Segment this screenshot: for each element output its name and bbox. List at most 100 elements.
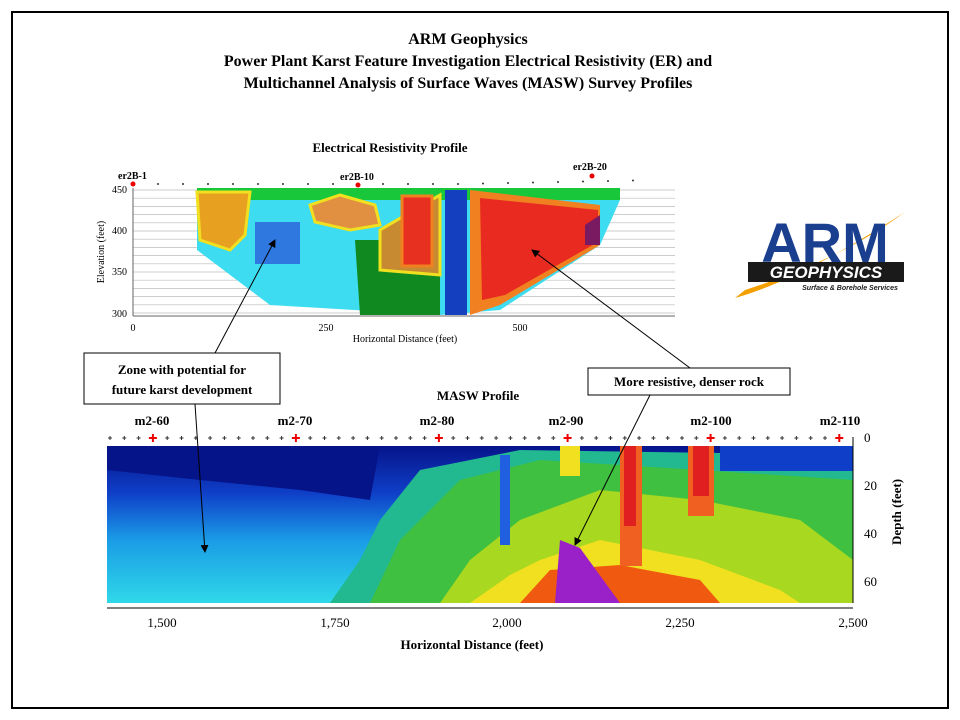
logo: ARM GEOPHYSICS Surface & Borehole Servic… [735,211,905,298]
masw-y-tick: 40 [864,526,877,541]
geophone [694,436,699,440]
geophone [622,436,627,440]
masw-x-tick: 2,000 [492,615,521,630]
geophone [479,436,484,440]
station-dot [589,173,595,179]
masw-station: m2-100 [690,413,731,428]
er-x-label: Horizontal Distance (feet) [353,334,457,345]
electrode [207,183,209,185]
er-y-tick: 300 [112,309,127,320]
electrode [432,183,434,185]
geophone [508,436,513,440]
masw-title: MASW Profile [437,388,519,403]
geophone [651,436,656,440]
er-x-tick: 500 [513,323,528,334]
geophone [394,436,398,440]
geophone [308,436,313,440]
er-station: er2B-20 [573,162,607,173]
electrode [607,180,609,183]
geophone [706,434,715,442]
geophone [351,436,356,440]
geophone [537,436,541,440]
er-y-tick: 400 [112,226,127,237]
masw-x-tick: 1,750 [320,615,349,630]
geophone [751,436,756,440]
geophone [179,436,184,440]
geophone [563,434,572,442]
geophone [765,436,770,440]
geophone [251,436,255,440]
electrode [532,181,534,184]
geophone [279,436,284,440]
geophone [408,436,413,440]
electrode [232,183,234,185]
geophone [737,436,742,440]
geophone [637,436,642,440]
electrode [632,179,634,182]
geophone [835,434,844,442]
masw-y-tick: 20 [864,478,877,493]
masw-station: m2-70 [278,413,313,428]
electrode [457,183,459,185]
electrode [407,183,409,185]
geophone [291,434,300,442]
er-station: er2B-1 [118,171,147,182]
electrode [282,183,284,185]
callout-text: future karst development [112,382,253,397]
electrode [182,183,184,185]
geophone [465,436,470,440]
geophone [148,434,157,442]
electrode [382,183,384,185]
electrode [557,181,559,184]
masw-y-tick: 0 [864,430,871,445]
station-dot [355,182,361,188]
frame [11,11,949,709]
logo-tagline: Surface & Borehole Services [802,285,898,292]
masw-station: m2-60 [135,413,170,428]
logo-sub: GEOPHYSICS [770,263,883,282]
electrode [157,183,159,185]
masw-y-label: Depth (feet) [889,479,904,545]
er-station: er2B-10 [340,172,374,183]
electrode [582,180,584,183]
geophone [808,436,813,440]
geophone [422,436,427,440]
masw-station: m2-110 [820,413,860,428]
geophone [579,436,584,440]
title-line: ARM Geophysics [408,31,528,48]
geophone [108,436,112,440]
geophone [680,436,684,440]
er-title: Electrical Resistivity Profile [313,140,468,155]
er-x-tick: 0 [131,323,136,334]
masw-x-tick: 2,250 [665,615,694,630]
electrode [307,183,309,185]
electrode [332,183,334,185]
geophone [122,436,127,440]
geophone [794,436,799,440]
geophone [379,436,384,440]
callout: Zone with potential for future karst dev… [83,239,281,553]
er-electrodes [132,179,634,185]
er-image [195,188,620,315]
geophone [222,436,227,440]
callout-text: Zone with potential for [118,362,246,377]
geophone [136,436,141,440]
electrode [257,183,259,185]
geophone [522,436,527,440]
geophone [434,434,443,442]
geophone [451,436,456,440]
er-y-tick: 350 [112,267,127,278]
title-line: Multichannel Analysis of Surface Waves (… [244,75,693,92]
callout: More resistive, denser rock [531,249,791,546]
geophone [208,436,213,440]
er-y-label: Elevation (feet) [96,221,107,283]
masw-station: m2-90 [549,413,584,428]
geophone [722,436,727,440]
masw-image [107,446,853,603]
er-y-tick: 450 [112,185,127,196]
geophone [665,436,670,440]
geophone [336,436,341,440]
masw-y-tick: 60 [864,574,877,589]
geophone [236,436,241,440]
